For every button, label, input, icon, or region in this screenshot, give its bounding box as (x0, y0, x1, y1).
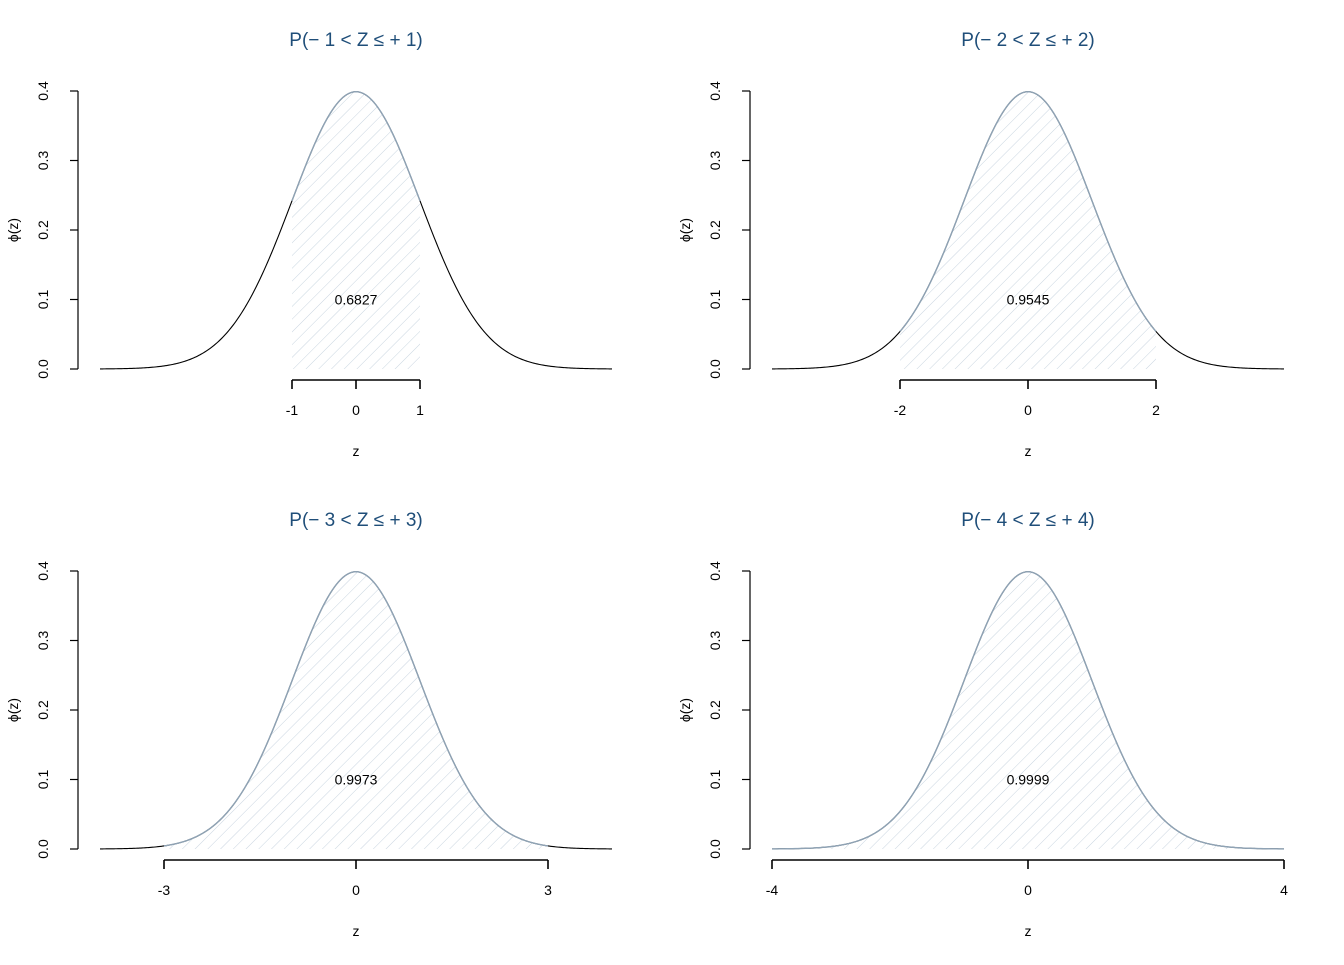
y-tick-label: 0.3 (35, 151, 51, 171)
y-tick-label: 0.2 (707, 700, 723, 720)
panel-2: P(− 2 < Z ≤ + 2) 0.0 0.1 0.2 0.3 0.4 ϕ(z) -2 0 2 z… (677, 30, 1285, 459)
shaded-area (292, 91, 420, 370)
panel-title: P(− 3 < Z ≤ + 3) (289, 510, 422, 531)
x-tick-label: 0 (352, 882, 360, 898)
y-tick-label: 0.0 (35, 839, 51, 859)
y-tick-label: 0.0 (707, 359, 723, 379)
y-axis-label: ϕ(z) (677, 218, 693, 242)
panel-title: P(− 4 < Z ≤ + 4) (961, 510, 1094, 531)
x-tick-label: -2 (894, 402, 907, 418)
y-tick-label: 0.3 (707, 631, 723, 651)
y-tick-label: 0.2 (35, 700, 51, 720)
shaded-area-boundary (291, 91, 421, 202)
panel-3: P(− 3 < Z ≤ + 3) 0.0 0.1 0.2 0.3 0.4 ϕ(z) -3 0 3 z… (5, 510, 613, 939)
shaded-area-boundary (771, 571, 1285, 850)
x-axis-label: z (1025, 923, 1032, 939)
probability-label: 0.9545 (1007, 292, 1050, 308)
panel-title: P(− 2 < Z ≤ + 2) (961, 30, 1094, 51)
x-tick-label: 2 (1152, 402, 1160, 418)
shaded-area-boundary (899, 91, 1157, 332)
y-tick-label: 0.1 (35, 290, 51, 310)
y-axis-label: ϕ(z) (5, 698, 21, 722)
probability-label: 0.6827 (335, 292, 378, 308)
shaded-area-boundary (163, 571, 549, 847)
panel-4: P(− 4 < Z ≤ + 4) 0.0 0.1 0.2 0.3 0.4 ϕ(z) -4 0 4 z… (677, 510, 1288, 939)
y-tick-label: 0.0 (35, 359, 51, 379)
x-axis-label: z (353, 443, 360, 459)
panel-title: P(− 1 < Z ≤ + 1) (289, 30, 422, 51)
y-tick-label: 0.1 (707, 770, 723, 790)
y-tick-label: 0.3 (707, 151, 723, 171)
y-axis-label: ϕ(z) (677, 698, 693, 722)
panel-1: P(− 1 < Z ≤ + 1) 0.0 0.1 0.2 0.3 0.4 ϕ(z) -1 0 1 z… (5, 30, 613, 459)
x-tick-label: 1 (416, 402, 424, 418)
y-tick-label: 0.2 (35, 220, 51, 240)
y-tick-label: 0.1 (35, 770, 51, 790)
x-tick-label: 0 (1024, 402, 1032, 418)
x-tick-label: 3 (544, 882, 552, 898)
y-tick-label: 0.0 (707, 839, 723, 859)
y-tick-label: 0.4 (707, 81, 723, 101)
y-tick-label: 0.1 (707, 290, 723, 310)
shaded-area (900, 91, 1156, 370)
shaded-area (772, 571, 1284, 849)
y-tick-label: 0.4 (35, 561, 51, 581)
y-tick-label: 0.2 (707, 220, 723, 240)
x-tick-label: -4 (766, 882, 779, 898)
probability-label: 0.9999 (1007, 772, 1050, 788)
x-tick-label: 4 (1280, 882, 1288, 898)
y-tick-label: 0.3 (35, 631, 51, 651)
x-tick-label: 0 (1024, 882, 1032, 898)
y-axis-label: ϕ(z) (5, 218, 21, 242)
y-tick-label: 0.4 (707, 561, 723, 581)
x-tick-label: -3 (158, 882, 171, 898)
y-tick-label: 0.4 (35, 81, 51, 101)
probability-label: 0.9973 (335, 772, 378, 788)
x-tick-label: -1 (286, 402, 299, 418)
x-axis-label: z (353, 923, 360, 939)
x-tick-label: 0 (352, 402, 360, 418)
x-axis-label: z (1025, 443, 1032, 459)
shaded-area (164, 571, 548, 849)
